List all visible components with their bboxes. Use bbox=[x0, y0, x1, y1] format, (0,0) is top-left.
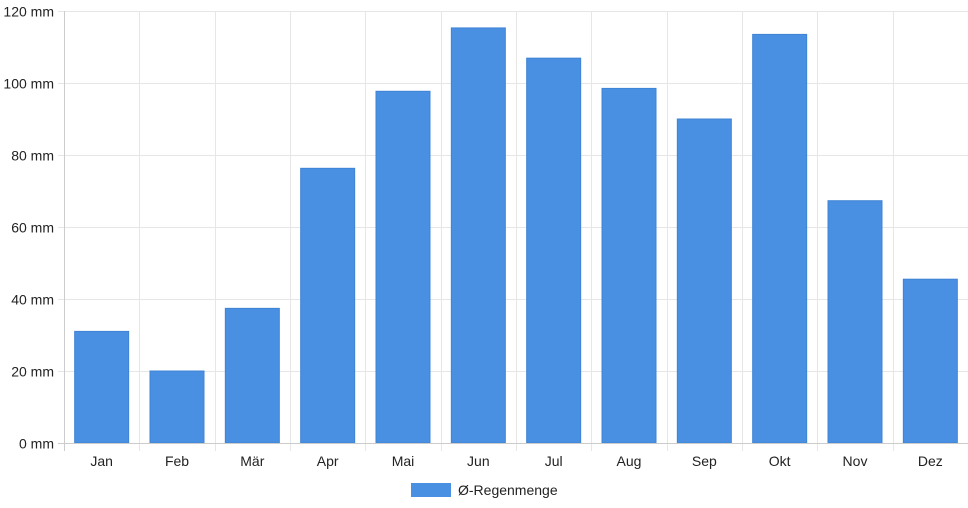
bar-Nov[interactable] bbox=[827, 200, 883, 444]
bars-group bbox=[74, 27, 958, 444]
legend[interactable]: Ø-Regenmenge bbox=[411, 482, 558, 498]
bar-Mär[interactable] bbox=[224, 307, 280, 444]
x-tick-label: Apr bbox=[317, 453, 339, 469]
grid-lines bbox=[58, 11, 968, 451]
x-tick-label: Aug bbox=[617, 453, 642, 469]
x-tick-label: Sep bbox=[692, 453, 717, 469]
y-tick-label: 0 mm bbox=[19, 436, 54, 452]
bar-Dez[interactable] bbox=[902, 278, 958, 444]
x-axis-ticks: Jan Feb Mär Apr Mai Jun Jul Aug Sep Okt Nov Dez bbox=[90, 453, 942, 469]
y-tick-label: 60 mm bbox=[11, 220, 54, 236]
x-tick-label: Jul bbox=[545, 453, 563, 469]
bar-Sep[interactable] bbox=[676, 118, 732, 444]
x-tick-label: Dez bbox=[918, 453, 943, 469]
x-tick-label: Okt bbox=[769, 453, 791, 469]
y-tick-label: 40 mm bbox=[11, 292, 54, 308]
bar-Jan[interactable] bbox=[74, 330, 130, 444]
y-tick-label: 100 mm bbox=[3, 76, 54, 92]
y-axis-ticks: 0 mm 20 mm 40 mm 60 mm 80 mm 100 mm 120 mm bbox=[3, 4, 54, 452]
bar-Mai[interactable] bbox=[375, 90, 431, 444]
bar-Aug[interactable] bbox=[601, 87, 657, 444]
legend-label[interactable]: Ø-Regenmenge bbox=[458, 482, 558, 498]
x-tick-label: Nov bbox=[843, 453, 868, 469]
y-tick-label: 80 mm bbox=[11, 148, 54, 164]
bar-Jun[interactable] bbox=[450, 27, 506, 444]
x-tick-label: Jan bbox=[90, 453, 113, 469]
bar-Okt[interactable] bbox=[752, 33, 808, 444]
y-tick-label: 20 mm bbox=[11, 364, 54, 380]
bar-Jul[interactable] bbox=[526, 57, 582, 444]
bar-Feb[interactable] bbox=[149, 370, 205, 444]
legend-swatch[interactable] bbox=[411, 483, 451, 497]
y-tick-label: 120 mm bbox=[3, 4, 54, 20]
x-tick-label: Jun bbox=[467, 453, 490, 469]
axes-group bbox=[58, 11, 968, 451]
x-tick-label: Mär bbox=[240, 453, 264, 469]
x-tick-label: Mai bbox=[392, 453, 415, 469]
bar-Apr[interactable] bbox=[300, 167, 356, 444]
x-tick-label: Feb bbox=[165, 453, 189, 469]
